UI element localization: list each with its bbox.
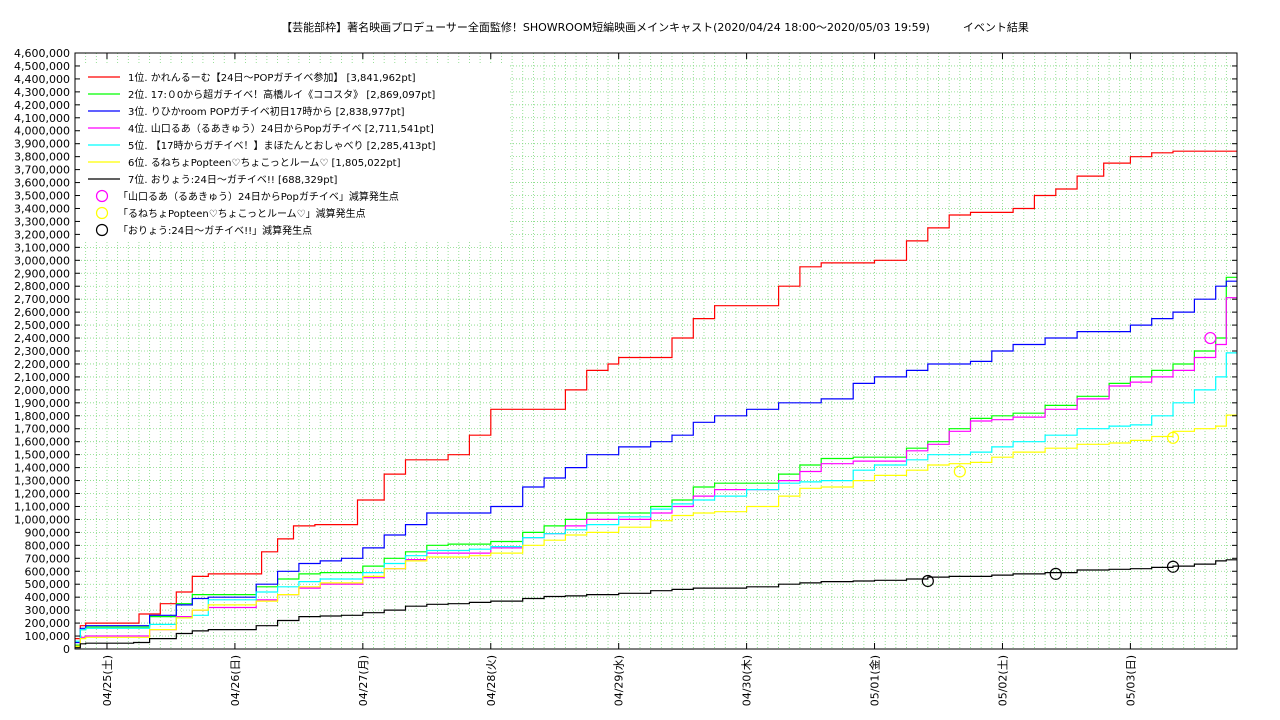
y-tick-label: 4,500,000 <box>14 60 70 73</box>
y-tick-label: 2,700,000 <box>14 293 70 306</box>
y-tick-label: 2,900,000 <box>14 267 70 280</box>
y-tick-label: 3,600,000 <box>14 177 70 190</box>
x-tick-label: 04/25(土) <box>101 655 114 706</box>
y-tick-label: 3,700,000 <box>14 164 70 177</box>
x-tick-label: 04/27(月) <box>357 655 370 706</box>
y-tick-label: 2,100,000 <box>14 371 70 384</box>
y-tick-label: 1,300,000 <box>14 475 70 488</box>
y-tick-label: 1,600,000 <box>14 436 70 449</box>
x-tick-label: 04/29(水) <box>613 655 626 706</box>
x-tick-label: 04/26(日) <box>229 655 242 706</box>
y-tick-label: 300,000 <box>25 604 71 617</box>
y-tick-label: 4,100,000 <box>14 112 70 125</box>
legend: 1位. かれんるーむ【24日〜POPガチイベ参加】 [3,841,962pt] 2… <box>88 71 436 237</box>
marker-point-3 <box>921 574 934 588</box>
series-line-3 <box>75 280 1237 644</box>
y-tick-label: 400,000 <box>25 591 71 604</box>
legend-label: 5位. 【17時からガチイベ！】まほたんとおしゃべり [2,285,413pt] <box>128 139 436 152</box>
y-tick-label: 3,000,000 <box>14 254 70 267</box>
legend-label: 4位. 山口るあ（るあきゅう）24日からPopガチイベ [2,711,541pt… <box>128 122 434 135</box>
marker-point-2 <box>1166 431 1180 444</box>
y-tick-label: 800,000 <box>25 539 71 552</box>
y-tick-label: 3,500,000 <box>14 190 70 203</box>
legend-marker <box>95 223 109 237</box>
legend-label: 2位. 17:０0から超ガチイベ！高橋ルイ《ココスタ》 [2,869,097pt… <box>128 88 435 101</box>
legend-label: 「るねちょPopteen♡ちょこっとルーム♡」減算発生点 <box>118 207 366 220</box>
y-tick-label: 4,400,000 <box>14 73 70 86</box>
y-tick-label: 4,600,000 <box>14 47 70 60</box>
y-tick-label: 1,500,000 <box>14 449 70 462</box>
legend-label: 「山口るあ（るあきゅう）24日からPopガチイベ」減算発生点 <box>118 190 399 203</box>
series-line-6 <box>75 414 1237 647</box>
y-tick-label: 4,300,000 <box>14 86 70 99</box>
y-tick-label: 1,700,000 <box>14 423 70 436</box>
y-tick-label: 1,000,000 <box>14 513 70 526</box>
y-tick-label: 1,900,000 <box>14 397 70 410</box>
legend-background <box>80 64 508 242</box>
y-tick-label: 1,400,000 <box>14 462 70 475</box>
y-tick-label: 3,300,000 <box>14 215 70 228</box>
legend-label: 6位. るねちょPopteen♡ちょこっとルーム♡ [1,805,022pt] <box>128 156 401 169</box>
legend-label: 「おりょう:24日〜ガチイベ!!」減算発生点 <box>118 224 312 237</box>
marker-point-3 <box>1166 560 1180 573</box>
y-tick-label: 900,000 <box>25 526 71 539</box>
y-tick-label: 3,100,000 <box>14 241 70 254</box>
legend-marker <box>95 206 109 220</box>
y-tick-label: 100,000 <box>25 630 71 643</box>
y-tick-label: 3,800,000 <box>14 151 70 164</box>
marker-group <box>921 331 1217 588</box>
marker-point-2 <box>953 465 966 478</box>
legend-label: 3位. りひかroom POPガチイベ初日17時から [2,838,977pt] <box>128 105 405 118</box>
y-tick-label: 2,000,000 <box>14 384 70 397</box>
y-tick-label: 200,000 <box>25 617 71 630</box>
y-tick-label: 4,200,000 <box>14 99 70 112</box>
y-tick-label: 2,400,000 <box>14 332 70 345</box>
x-tick-label: 05/01(金) <box>868 655 882 706</box>
y-tick-label: 0 <box>63 643 70 656</box>
y-tick-label: 2,500,000 <box>14 319 70 332</box>
legend-marker <box>95 189 109 203</box>
y-tick-label: 2,800,000 <box>14 280 70 293</box>
y-tick-label: 2,200,000 <box>14 358 70 371</box>
y-tick-label: 3,400,000 <box>14 202 70 215</box>
y-tick-label: 2,600,000 <box>14 306 70 319</box>
series-group <box>75 150 1237 649</box>
y-tick-label: 4,000,000 <box>14 125 70 138</box>
axes: 0100,000200,000300,000400,000500,000600,… <box>14 47 1237 706</box>
y-tick-label: 700,000 <box>25 552 71 565</box>
legend-label: 7位. おりょう:24日〜ガチイベ!! [688,329pt] <box>128 173 338 186</box>
series-line-1 <box>75 150 1237 640</box>
y-tick-label: 600,000 <box>25 565 71 578</box>
marker-point-1 <box>1204 331 1217 345</box>
x-tick-label: 04/28(火) <box>485 655 498 706</box>
y-tick-label: 1,200,000 <box>14 488 70 501</box>
y-tick-label: 2,300,000 <box>14 345 70 358</box>
series-line-5 <box>75 352 1237 642</box>
legend-label: 1位. かれんるーむ【24日〜POPガチイベ参加】 [3,841,962pt] <box>128 71 416 84</box>
x-tick-label: 05/02(土) <box>996 655 1009 706</box>
marker-point-3 <box>1049 567 1062 580</box>
y-tick-label: 1,100,000 <box>14 500 70 513</box>
y-tick-label: 3,900,000 <box>14 138 70 151</box>
y-tick-label: 1,800,000 <box>14 410 70 423</box>
x-tick-label: 05/03(日) <box>1124 655 1137 706</box>
x-tick-label: 04/30(木) <box>741 655 754 706</box>
chart-title: 【芸能部枠】著名映画プロデューサー全面監修！SHOWROOM短編映画メインキャス… <box>281 21 1029 34</box>
y-tick-label: 3,200,000 <box>14 228 70 241</box>
y-tick-label: 500,000 <box>25 578 71 591</box>
